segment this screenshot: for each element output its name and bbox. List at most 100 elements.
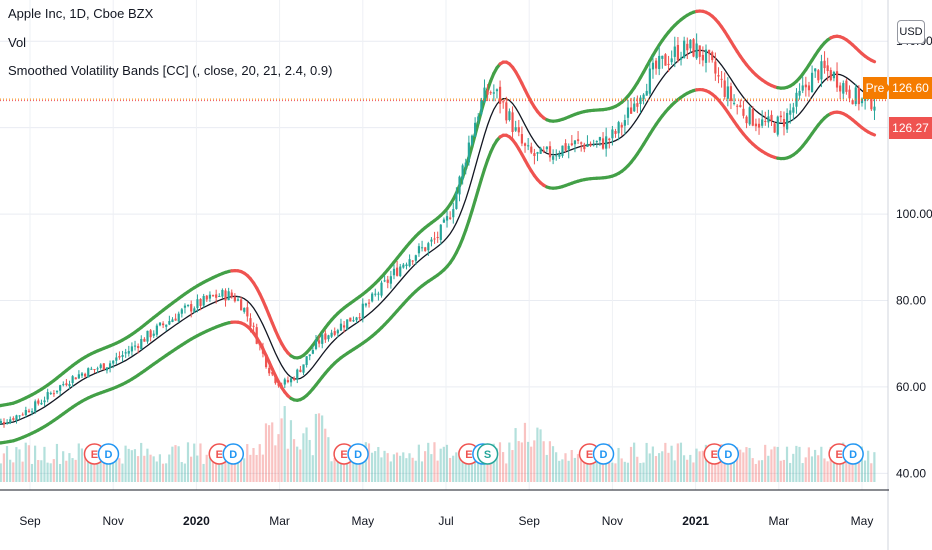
dividend-marker[interactable]	[592, 443, 615, 465]
volume-bar	[346, 455, 349, 482]
dividend-marker[interactable]	[842, 443, 864, 465]
candle-body	[626, 107, 630, 118]
volume-bar	[795, 445, 798, 482]
candle-body	[277, 383, 280, 386]
time-tick-label: Sep	[519, 514, 541, 528]
volume-bar	[676, 443, 679, 482]
volume-bar	[742, 452, 745, 482]
volume-bar	[789, 462, 792, 482]
candle-body	[224, 290, 227, 301]
volume-bar	[848, 462, 851, 482]
volume-bar	[445, 444, 449, 482]
candle-body	[548, 146, 552, 158]
volume-bar	[645, 442, 648, 482]
volume-bar	[701, 450, 704, 482]
candle-body	[174, 318, 177, 321]
candle-body	[230, 292, 233, 297]
volume-bar	[352, 456, 355, 482]
time-tick-label: Mar	[269, 514, 290, 528]
volume-bar	[639, 462, 642, 482]
volume-bar	[617, 447, 620, 482]
marker-letter: D	[849, 449, 857, 461]
volume-bar	[505, 463, 508, 482]
candle-body	[477, 116, 480, 121]
candle-body	[124, 352, 127, 354]
volume-bar	[90, 457, 93, 482]
candle-body	[689, 39, 692, 49]
currency-button[interactable]: USD	[897, 20, 925, 44]
candle-body	[211, 295, 215, 297]
candle-body	[739, 105, 742, 107]
candle-body	[770, 114, 773, 122]
candle-body	[389, 276, 392, 284]
time-tick-label: Jul	[438, 514, 453, 528]
candle-body	[18, 415, 21, 417]
candle-body	[835, 71, 839, 88]
candle-body	[386, 279, 389, 283]
dividend-marker[interactable]	[97, 443, 120, 465]
volume-bar	[436, 460, 439, 482]
candle-body	[371, 293, 374, 302]
candle-body	[542, 150, 545, 152]
candle-body	[130, 346, 134, 352]
candle-body	[180, 309, 183, 314]
volume-legend[interactable]: Vol	[8, 35, 27, 50]
candle-body	[299, 369, 302, 373]
time-tick-label: Nov	[602, 514, 623, 528]
volume-bar	[68, 453, 71, 482]
volume-bar	[558, 460, 561, 482]
volume-bar	[264, 423, 268, 482]
candle-body	[377, 293, 380, 295]
volume-bar	[280, 418, 283, 482]
candle-body	[492, 92, 495, 94]
candle-body	[408, 259, 411, 267]
candle-body	[573, 140, 577, 145]
candle-body	[773, 123, 776, 133]
candle-body	[439, 224, 442, 240]
candle-body	[293, 378, 296, 381]
volume-bar	[37, 460, 40, 482]
candle-body	[271, 372, 274, 375]
event-markers[interactable]: EDEDEDEDSEDEDED	[83, 443, 864, 465]
volume-bar	[832, 451, 835, 482]
candle-body	[68, 384, 71, 387]
volume-bar	[707, 444, 711, 482]
volume-bar	[767, 455, 770, 482]
volume-bar	[442, 446, 445, 482]
indicator-legend[interactable]: Smoothed Volatility Bands [CC] (, close,…	[8, 63, 333, 78]
volume-bar	[2, 453, 5, 482]
volume-bar	[420, 461, 424, 482]
candle-body	[243, 307, 246, 312]
dividend-marker[interactable]	[347, 443, 369, 465]
candle-body	[77, 374, 80, 379]
volume-bar	[801, 463, 804, 482]
dividend-marker[interactable]	[717, 443, 740, 465]
volume-bar	[667, 452, 670, 482]
candle-body	[455, 192, 458, 209]
volume-bar	[430, 454, 433, 482]
split-marker[interactable]	[476, 443, 499, 465]
volume-bar	[545, 454, 548, 482]
volume-bar	[626, 462, 629, 482]
symbol-title[interactable]: Apple Inc, 1D, Cboe BZX	[8, 6, 154, 21]
volume-bar	[171, 446, 174, 482]
candle-body	[667, 63, 670, 65]
volume-bar	[130, 450, 133, 482]
volume-bar	[548, 441, 551, 482]
candle-body	[857, 87, 860, 105]
lower-band-segment	[476, 177, 483, 192]
candle-body	[339, 323, 343, 331]
candle-body	[651, 62, 655, 70]
candle-body	[102, 363, 105, 370]
volume-bar	[695, 448, 698, 482]
dividend-marker[interactable]	[222, 443, 245, 465]
volume-bar	[289, 420, 293, 482]
candle-body	[205, 295, 208, 300]
candle-body	[183, 305, 187, 308]
candle-body	[12, 418, 15, 420]
volume-bar	[686, 459, 689, 482]
lower-band-segment	[473, 188, 480, 203]
candle-body	[324, 333, 327, 340]
volume-bar	[533, 440, 536, 482]
